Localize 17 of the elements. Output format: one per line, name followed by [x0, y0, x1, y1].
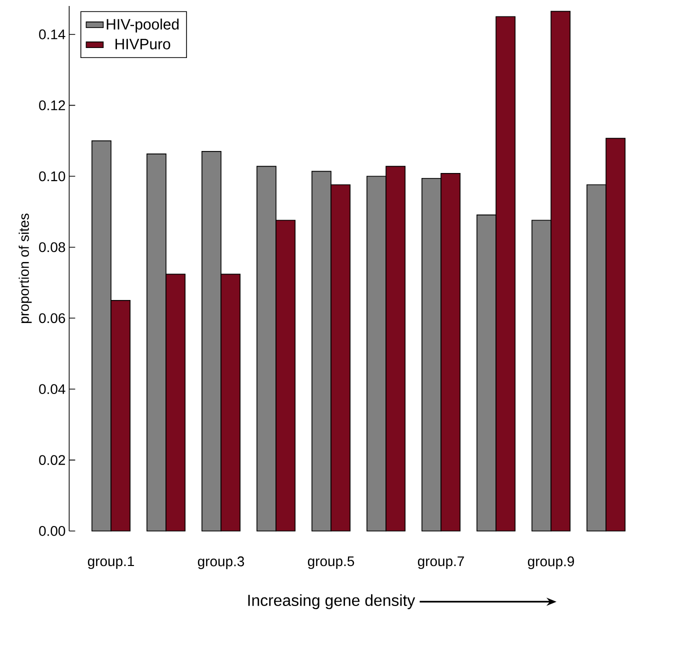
y-tick-label: 0.00 — [39, 526, 66, 536]
y-tick-label: 0.14 — [39, 29, 66, 40]
x-tick-label: group.5 — [308, 556, 354, 569]
y-tick-label: 0.10 — [39, 171, 66, 182]
y-tick-label: 0.12 — [39, 100, 65, 110]
y-tick-label: 0.02 — [39, 455, 65, 465]
x-axis-title: Increasing gene density — [248, 594, 416, 610]
x-tick-label: group.9 — [528, 556, 574, 570]
x-tick-label: group.1 — [88, 556, 134, 569]
y-axis-title: proportion of sites — [18, 214, 32, 324]
x-tick-label: group.3 — [198, 556, 244, 570]
y-tick-label: 0.08 — [39, 242, 66, 252]
y-tick-label: 0.04 — [39, 384, 66, 394]
x-tick-label: group.7 — [418, 556, 464, 569]
legend-label: HIV-pooled — [106, 18, 179, 33]
legend-label: HIVPuro — [116, 38, 170, 50]
y-tick-label: 0.06 — [39, 313, 66, 324]
